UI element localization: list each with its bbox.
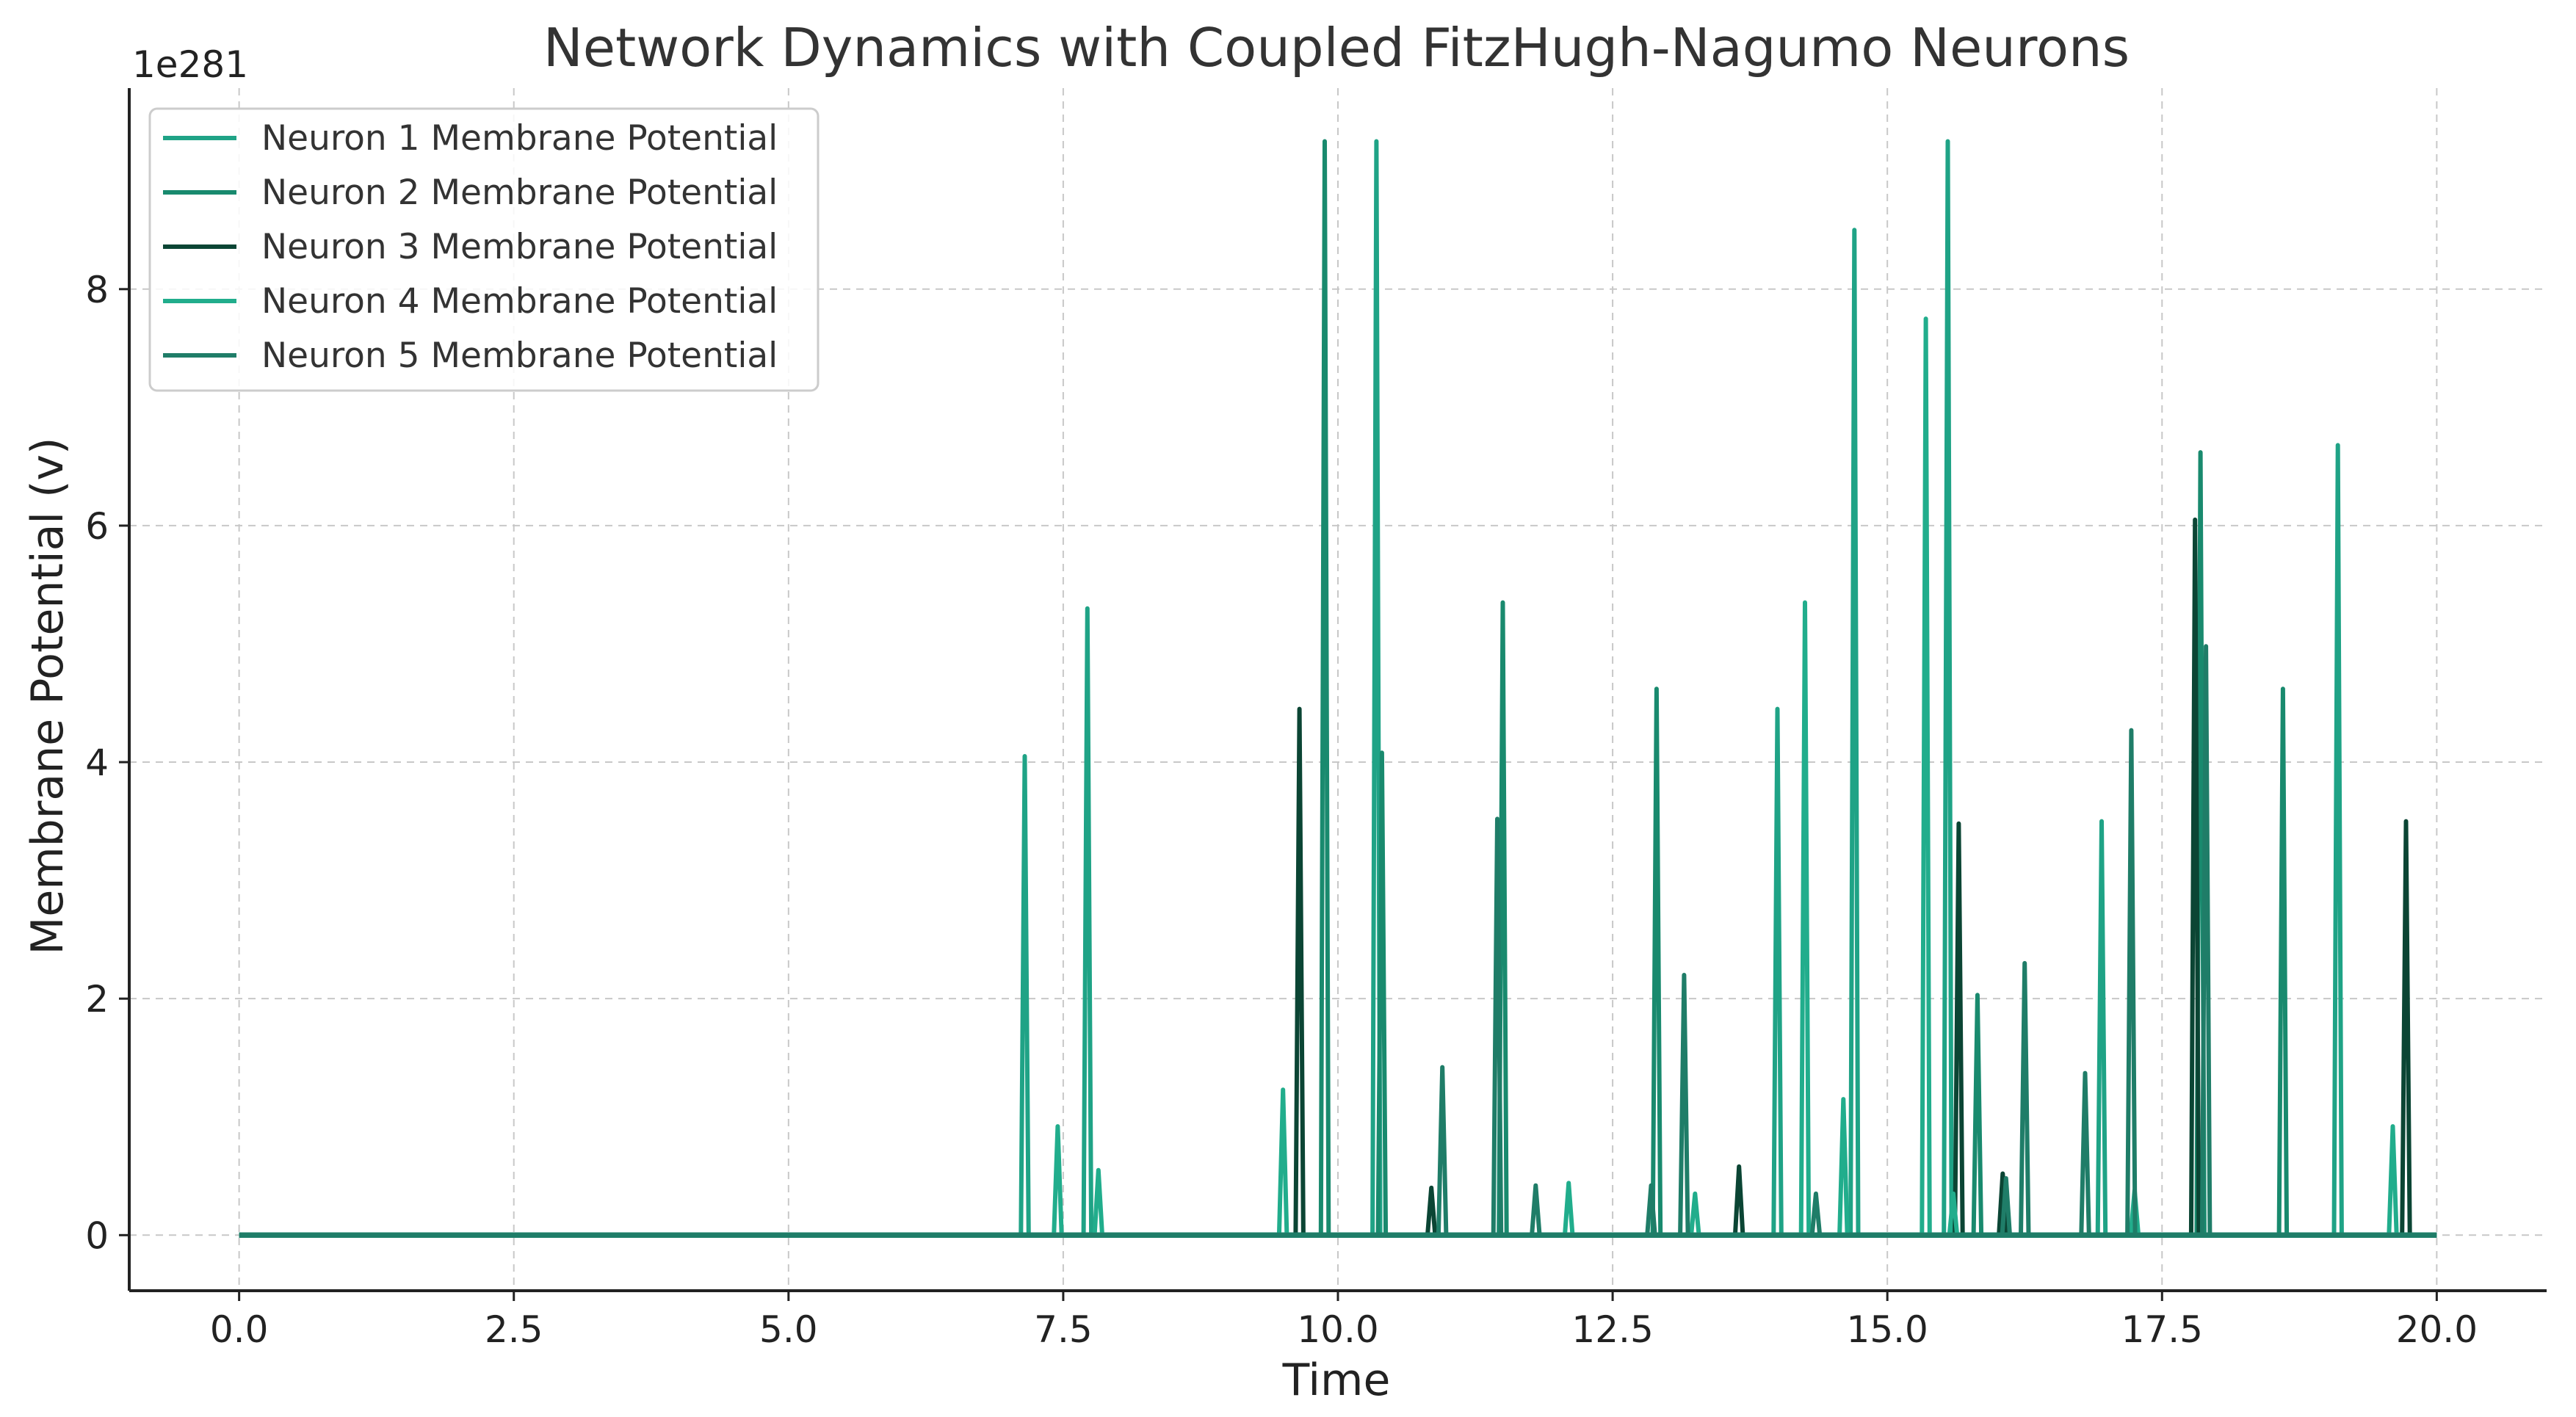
- y-tick-label: 4: [85, 742, 109, 784]
- spike: [1645, 1183, 1657, 1236]
- spike: [2387, 1124, 2399, 1236]
- spike: [2331, 443, 2344, 1236]
- spike: [1848, 228, 1861, 1236]
- spike: [1491, 816, 1504, 1236]
- spike: [1771, 706, 1784, 1236]
- x-tick-label: 12.5: [1571, 1308, 1653, 1351]
- x-tick-label: 20.0: [2396, 1308, 2478, 1351]
- spike: [1650, 686, 1663, 1236]
- spike: [1920, 316, 1932, 1236]
- spike: [1689, 1191, 1701, 1236]
- spike: [1953, 821, 1965, 1236]
- x-tick-label: 5.0: [759, 1308, 818, 1351]
- spike: [1318, 139, 1331, 1236]
- spike: [1436, 1065, 1449, 1236]
- spike: [1837, 1097, 1850, 1236]
- spike: [2079, 1070, 2091, 1236]
- spike: [1293, 706, 1306, 1236]
- spike: [1375, 750, 1389, 1236]
- y-tick-label: 6: [85, 505, 109, 548]
- y-tick-label: 8: [85, 269, 109, 311]
- spike: [1971, 993, 1984, 1236]
- spike: [1809, 1191, 1823, 1236]
- axes: 0.0 2.5 5.0 7.5 10.0 12.5 15.0 17.5 20.0 0 2 4 6 8: [85, 88, 2547, 1351]
- x-tick-label: 7.5: [1034, 1308, 1093, 1351]
- spike: [2000, 1176, 2012, 1236]
- legend-label: Neuron 1 Membrane Potential: [261, 118, 778, 159]
- spike: [1425, 1185, 1438, 1236]
- y-tick-label: 2: [85, 978, 109, 1021]
- spike: [2276, 686, 2290, 1236]
- series-lines: [239, 139, 2437, 1238]
- spike: [1081, 606, 1094, 1236]
- spike: [2019, 960, 2031, 1236]
- y-tick-label: 0: [85, 1214, 109, 1257]
- spike: [1947, 1191, 1960, 1236]
- spike: [2400, 819, 2412, 1236]
- legend: Neuron 1 Membrane Potential Neuron 2 Memb…: [148, 107, 820, 392]
- x-tick-label: 17.5: [2121, 1308, 2203, 1351]
- series-5: [239, 644, 2437, 1238]
- spike: [1052, 1124, 1064, 1236]
- spike: [2199, 644, 2213, 1236]
- spike: [1530, 1183, 1542, 1236]
- spike: [2188, 517, 2201, 1236]
- chart-title: Network Dynamics with Coupled FitzHugh-N…: [543, 17, 2130, 79]
- legend-label: Neuron 2 Membrane Potential: [261, 173, 778, 213]
- spike: [1798, 600, 1812, 1236]
- spike: [1092, 1167, 1104, 1236]
- y-scale-factor: 1e281: [132, 43, 248, 86]
- spike: [1276, 1087, 1289, 1236]
- spike: [1732, 1164, 1745, 1236]
- legend-box: [148, 107, 820, 392]
- y-axis-label: Membrane Potential (v): [22, 438, 73, 955]
- spike: [2095, 819, 2108, 1236]
- series-3: [239, 517, 2437, 1238]
- legend-label: Neuron 3 Membrane Potential: [261, 227, 778, 267]
- spike: [1678, 973, 1690, 1236]
- legend-label: Neuron 5 Membrane Potential: [261, 336, 778, 376]
- spike: [1019, 754, 1031, 1236]
- x-tick-label: 15.0: [1847, 1308, 1928, 1351]
- x-tick-label: 0.0: [210, 1308, 269, 1351]
- x-axis-label: Time: [1282, 1355, 1391, 1406]
- spike: [2125, 728, 2138, 1236]
- spike: [1563, 1181, 1575, 1236]
- spike: [1942, 139, 1954, 1236]
- x-tick-label: 2.5: [485, 1308, 543, 1351]
- legend-label: Neuron 4 Membrane Potential: [261, 281, 778, 322]
- x-tick-label: 10.0: [1297, 1308, 1378, 1351]
